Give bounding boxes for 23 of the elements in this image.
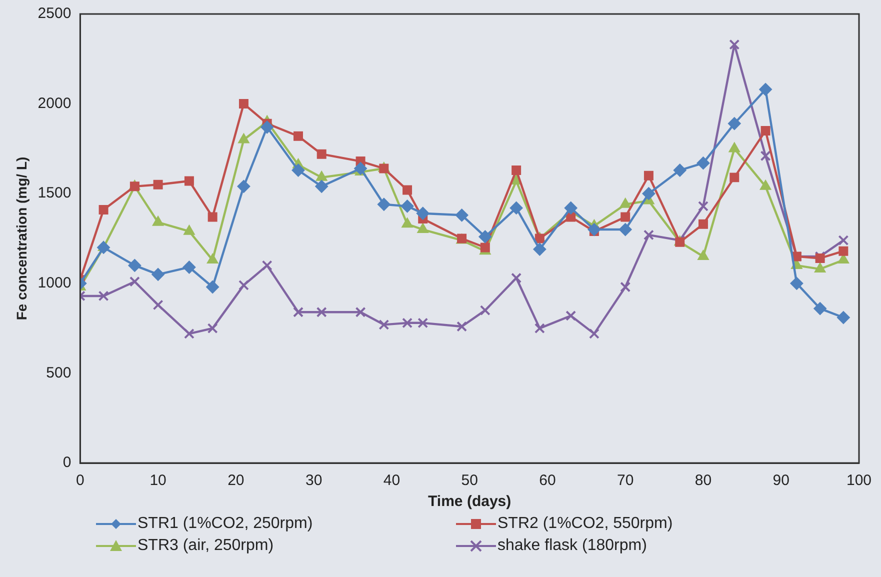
- y-tick-label: 0: [62, 454, 72, 472]
- y-axis-title: Fe concentration (mg/ L): [13, 156, 30, 320]
- x-tick-label: 20: [228, 472, 244, 490]
- x-tick-label: 90: [772, 472, 790, 490]
- x-axis-title: Time (days): [428, 493, 512, 510]
- y-tick-label: 1000: [38, 274, 72, 292]
- x-tick-label: 100: [846, 472, 872, 490]
- legend-label: STR2 (1%CO2, 550rpm): [498, 515, 673, 533]
- x-tick-label: 80: [694, 472, 712, 490]
- x-tick-label: 0: [76, 472, 84, 490]
- y-tick-label: 1500: [38, 184, 72, 202]
- x-tick-label: 50: [461, 472, 478, 490]
- legend-label: STR3 (air, 250rpm): [138, 537, 274, 555]
- x-tick-label: 60: [539, 472, 556, 490]
- y-tick-label: 500: [46, 364, 72, 382]
- x-tick-label: 70: [617, 472, 634, 490]
- x-tick-label: 10: [150, 472, 166, 490]
- y-tick-label: 2000: [38, 94, 72, 112]
- legend-label: STR1 (1%CO2, 250rpm): [138, 515, 313, 533]
- y-tick-label: 2500: [38, 5, 72, 22]
- legend-label: shake flask (180rpm): [498, 537, 647, 555]
- x-tick-label: 30: [305, 472, 322, 490]
- x-tick-label: 40: [383, 472, 400, 490]
